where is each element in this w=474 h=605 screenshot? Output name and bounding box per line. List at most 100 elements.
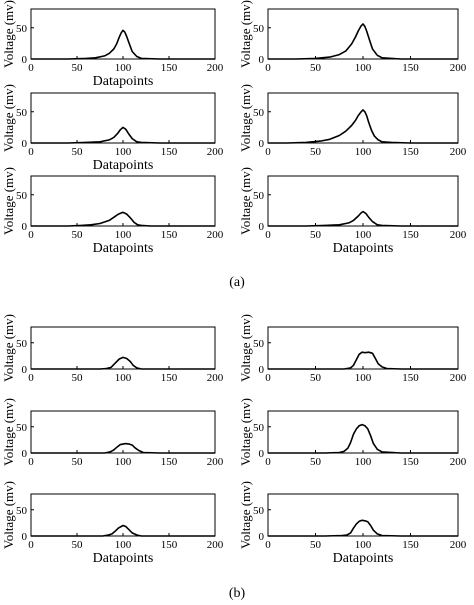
plot-9-ytick-label: 0: [22, 448, 28, 460]
plot-2-xtick-label: 150: [402, 62, 419, 74]
plot-10-xtick-label: 100: [355, 456, 372, 468]
plot-1-ytick-label: 0: [22, 54, 28, 66]
plot-7-ylabel: Voltage (mv): [1, 314, 16, 382]
plot-5-xlabel: Datapoints: [93, 241, 154, 256]
plot-1-xtick-label: 200: [207, 62, 224, 74]
plot-4-ytick-label: 50: [253, 107, 265, 119]
plot-9-xtick-label: 150: [161, 456, 178, 468]
plot-7-axes-frame: [30, 326, 216, 370]
plot-11-ytick-label: 0: [22, 531, 28, 543]
plot-11-series-line: [31, 524, 215, 537]
plot-12-axes-frame: [267, 493, 459, 537]
plot-6-axes-frame: [267, 175, 459, 227]
plot-10-series-line: [268, 423, 458, 454]
plot-4-ytick-label: 0: [259, 138, 265, 150]
plot-7-ytick-label: 50: [16, 338, 28, 350]
plot-9-xtick-label: 50: [72, 456, 84, 468]
plot-10-ytick-label: 50: [253, 422, 265, 434]
plot-3-xtick-label: 0: [28, 146, 34, 158]
panel-label-b: (b): [229, 586, 246, 601]
plot-10-xtick-label: 200: [450, 456, 467, 468]
plot-7-xtick-label: 0: [28, 372, 34, 384]
plot-3-xtick-label: 200: [207, 146, 224, 158]
plot-8-xtick-label: 0: [265, 372, 271, 384]
plot-9-xtick-label: 100: [115, 456, 132, 468]
plot-9-ytick-label: 50: [16, 422, 28, 434]
plot-1-xtick-label: 150: [161, 62, 178, 74]
plot-12-xtick-label: 150: [402, 539, 419, 551]
plot-2-xtick-label: 100: [355, 62, 372, 74]
plot-5-ytick-label: 0: [22, 221, 28, 233]
plot-3-ylabel: Voltage (mv): [1, 84, 16, 152]
plot-8-xtick-label: 50: [310, 372, 322, 384]
plot-4-xtick-label: 0: [265, 146, 271, 158]
plot-1-ytick-label: 50: [16, 23, 28, 35]
plot-1-ylabel: Voltage (mv): [1, 0, 16, 68]
plot-11-ylabel: Voltage (mv): [1, 481, 16, 549]
plot-5-xtick-label: 50: [72, 229, 84, 241]
plot-2-series-line: [268, 23, 458, 60]
plot-5-series-line: [31, 211, 215, 227]
plot-3-xtick-label: 100: [115, 146, 132, 158]
plot-5-xtick-label: 150: [161, 229, 178, 241]
plot-12-series-line: [268, 519, 458, 537]
plot-8-ylabel: Voltage (mv): [238, 314, 253, 382]
plot-9-xtick-label: 200: [207, 456, 224, 468]
plot-2-ytick-label: 50: [253, 23, 265, 35]
plot-11-ytick-label: 50: [16, 505, 28, 517]
plot-8-xtick-label: 100: [355, 372, 372, 384]
plot-7-xtick-label: 200: [207, 372, 224, 384]
plot-12-xtick-label: 0: [265, 539, 271, 551]
plot-6-xtick-label: 50: [310, 229, 322, 241]
plot-5-xtick-label: 0: [28, 229, 34, 241]
plot-5-axes-frame: [30, 175, 216, 227]
plot-6-series-line: [268, 210, 458, 227]
plot-6-ylabel: Voltage (mv): [238, 167, 253, 235]
plot-3-ytick-label: 0: [22, 138, 28, 150]
plot-1-series-line: [31, 29, 215, 60]
plot-6-xtick-label: 0: [265, 229, 271, 241]
plot-8-xtick-label: 200: [450, 372, 467, 384]
plot-11-xtick-label: 200: [207, 539, 224, 551]
plot-9-series-line: [31, 442, 215, 454]
plot-9-xtick-label: 0: [28, 456, 34, 468]
plot-11-xtick-label: 100: [115, 539, 132, 551]
plot-8-xtick-label: 150: [402, 372, 419, 384]
plot-8-axes-frame: [267, 326, 459, 370]
plot-12-xtick-label: 100: [355, 539, 372, 551]
plot-12-ytick-label: 0: [259, 531, 265, 543]
plot-1-xlabel: Datapoints: [93, 74, 154, 89]
plot-11-axes-frame: [30, 493, 216, 537]
plot-4-xtick-label: 50: [310, 146, 322, 158]
plot-3-series-line: [31, 126, 215, 144]
plot-4-xtick-label: 200: [450, 146, 467, 158]
plot-4-axes-frame: [267, 92, 459, 144]
plot-6-ytick-label: 50: [253, 190, 265, 202]
plot-2-ytick-label: 0: [259, 54, 265, 66]
plot-3-axes-frame: [30, 92, 216, 144]
plot-4-xtick-label: 150: [402, 146, 419, 158]
plot-11-xtick-label: 50: [72, 539, 84, 551]
plot-11-xtick-label: 0: [28, 539, 34, 551]
plot-5-xtick-label: 100: [115, 229, 132, 241]
plot-11-xlabel: Datapoints: [93, 551, 154, 566]
plot-4-ylabel: Voltage (mv): [238, 84, 253, 152]
plot-11-xtick-label: 150: [161, 539, 178, 551]
plot-2-axes-frame: [267, 8, 459, 60]
plot-10-ylabel: Voltage (mv): [238, 398, 253, 466]
plot-6-ytick-label: 0: [259, 221, 265, 233]
plot-2-xtick-label: 0: [265, 62, 271, 74]
plot-6-xtick-label: 100: [355, 229, 372, 241]
panel-label-a: (a): [229, 275, 245, 290]
plot-6-xlabel: Datapoints: [333, 241, 394, 256]
plot-7-xtick-label: 150: [161, 372, 178, 384]
plot-10-xtick-label: 150: [402, 456, 419, 468]
plot-7-xtick-label: 100: [115, 372, 132, 384]
plot-8-ytick-label: 50: [253, 338, 265, 350]
plot-7-series-line: [31, 356, 215, 370]
plot-4-series-line: [268, 109, 458, 144]
plot-4-xtick-label: 100: [355, 146, 372, 158]
plot-8-ytick-label: 0: [259, 364, 265, 376]
plot-1-axes-frame: [30, 8, 216, 60]
